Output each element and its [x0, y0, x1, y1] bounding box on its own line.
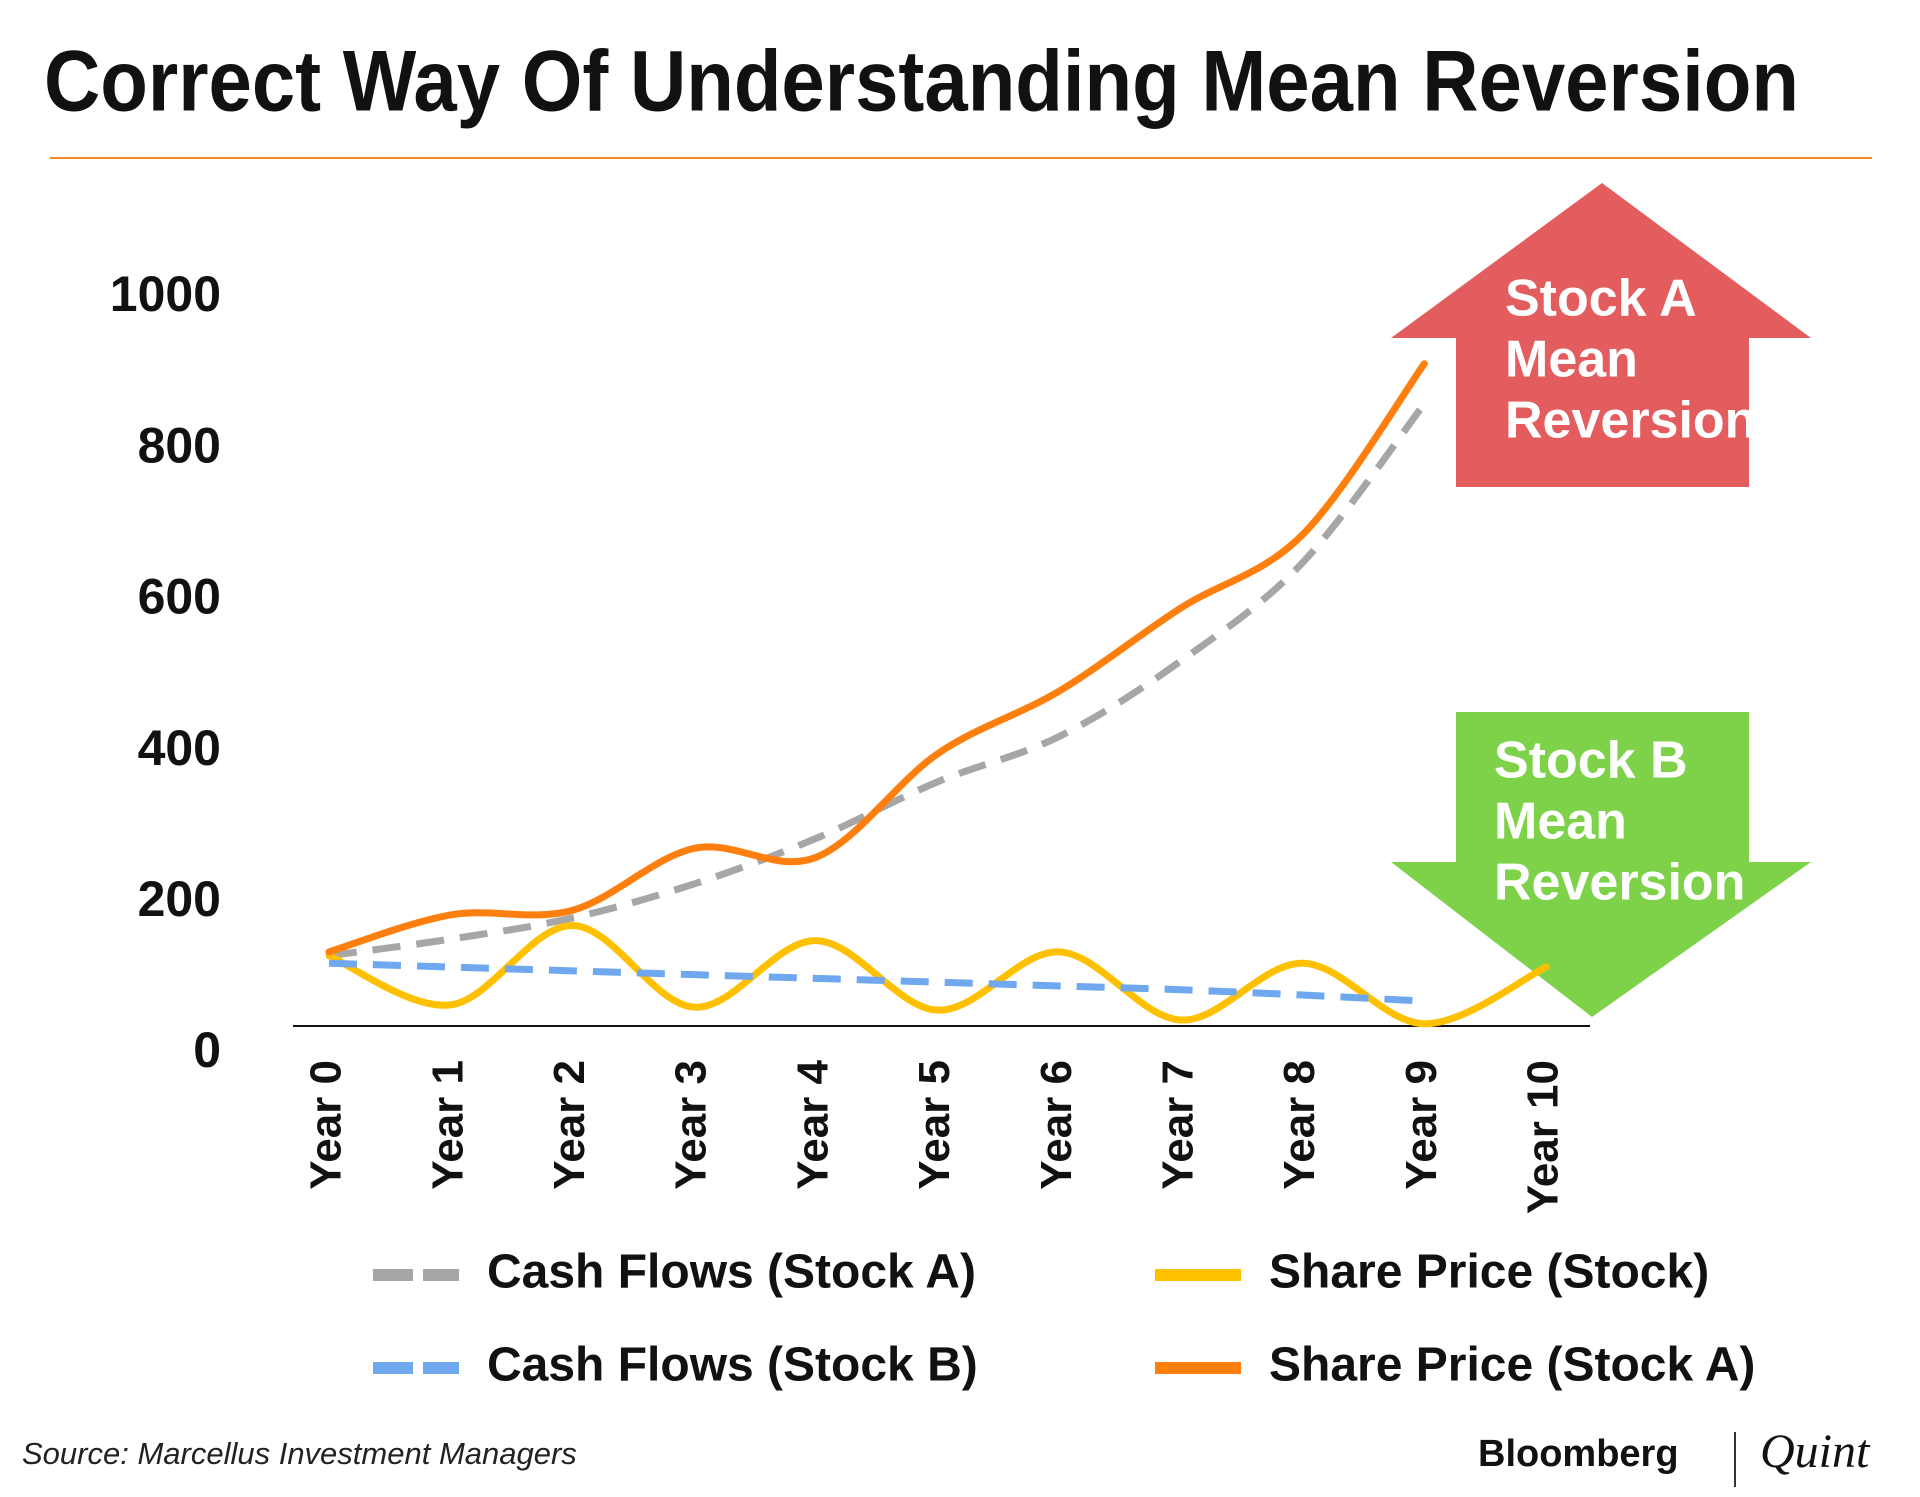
- series-line: [325, 921, 1550, 1028]
- annotation: Mean: [1494, 793, 1627, 851]
- x-tick-label: Year 8: [1275, 1060, 1324, 1190]
- legend-label: Share Price (Stock A): [1269, 1339, 1755, 1392]
- x-tick-label: Year 0: [302, 1060, 351, 1190]
- y-tick-label: 1000: [110, 266, 221, 322]
- y-tick-label: 600: [138, 569, 221, 625]
- logo-quint: Quint: [1760, 1425, 1871, 1478]
- y-tick-label: 200: [138, 871, 221, 927]
- annotation: Reversion: [1505, 392, 1756, 450]
- x-tick-label: Year 2: [545, 1060, 594, 1190]
- annotation: Reversion: [1494, 854, 1745, 912]
- down-arrow: [1391, 712, 1811, 1017]
- x-tick-label: Year 9: [1397, 1060, 1446, 1190]
- x-tick-label: Year 10: [1519, 1060, 1568, 1214]
- chart-title: Correct Way Of Understanding Mean Revers…: [44, 34, 1799, 130]
- x-tick-label: Year 5: [910, 1060, 959, 1190]
- up-arrow: [1391, 183, 1811, 487]
- y-tick-label: 400: [138, 720, 221, 776]
- series-line: [328, 401, 1428, 960]
- y-tick-label: 0: [193, 1022, 221, 1078]
- series-line: [325, 360, 1428, 956]
- x-tick-label: Year 4: [788, 1059, 837, 1189]
- annotation: Mean: [1505, 331, 1638, 389]
- y-tick-label: 800: [138, 417, 221, 473]
- logo-bloomberg: Bloomberg: [1478, 1433, 1679, 1475]
- x-tick-label: Year 1: [423, 1060, 472, 1190]
- legend-label: Share Price (Stock): [1269, 1246, 1709, 1299]
- annotation: Stock B: [1494, 732, 1688, 790]
- series-line: [328, 959, 1425, 1005]
- legend-label: Cash Flows (Stock B): [487, 1339, 978, 1392]
- x-tick-label: Year 6: [1032, 1060, 1081, 1190]
- annotation: Stock A: [1505, 270, 1697, 328]
- x-tick-label: Year 7: [1154, 1060, 1203, 1190]
- legend-label: Cash Flows (Stock A): [487, 1246, 976, 1299]
- source: Source: Marcellus Investment Managers: [22, 1436, 577, 1471]
- x-tick-label: Year 3: [667, 1060, 716, 1190]
